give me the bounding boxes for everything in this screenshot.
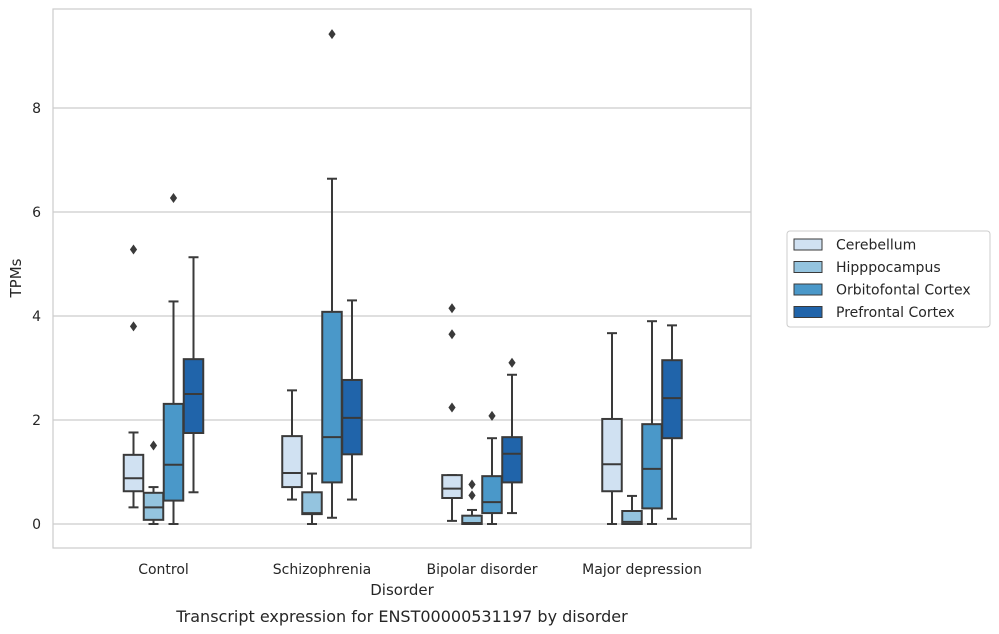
box-cerebellum-schizophrenia: [281, 389, 303, 501]
series-orbitofontal-cortex: [162, 29, 663, 525]
box-orbitofontal-cortex-major-depression-iqr-box: [641, 423, 663, 510]
legend-label-hipppocampus: Hipppocampus: [836, 260, 941, 276]
box-cerebellum-control-iqr-box: [122, 453, 145, 493]
box-orbitofontal-cortex-schizophrenia-outlier-0: [328, 29, 336, 40]
legend-label-prefrontal-cortex: Prefrontal Cortex: [836, 305, 955, 321]
box-hipppocampus-control-outlier-0: [149, 440, 158, 451]
x-tick-labels: Control Schizophrenia Bipolar disorder Majo…: [138, 562, 702, 578]
y-axis-label: TPMs: [7, 258, 25, 298]
box-cerebellum-control-outlier-0: [129, 321, 138, 332]
legend-label-orbitofontal-cortex: Orbitofontal Cortex: [836, 283, 971, 299]
box-hipppocampus-major-depression-iqr-box: [621, 510, 643, 525]
x-tick-label-major-depression: Major depression: [582, 562, 702, 578]
x-tick-label-control: Control: [138, 562, 189, 578]
box-hipppocampus-control: [142, 440, 165, 525]
box-prefrontal-cortex-schizophrenia: [341, 299, 363, 501]
y-tick-label-2: 2: [32, 413, 41, 429]
legend-swatch-prefrontal-cortex: [793, 306, 823, 318]
y-tick-label-8: 8: [32, 101, 41, 117]
box-cerebellum-bipolar-disorder-outlier-0: [448, 402, 456, 413]
legend-frame: [786, 230, 991, 328]
box-orbitofontal-cortex-control-outlier-0: [169, 192, 178, 203]
box-orbitofontal-cortex-schizophrenia-iqr-box: [321, 310, 343, 484]
box-orbitofontal-cortex-major-depression: [641, 320, 663, 525]
y-tick-label-6: 6: [32, 205, 41, 221]
box-hipppocampus-schizophrenia-iqr-box: [301, 491, 323, 516]
box-orbitofontal-cortex-bipolar-disorder: [481, 410, 503, 525]
legend-swatch-cerebellum: [793, 238, 823, 251]
box-hipppocampus-bipolar-disorder-outlier-0: [468, 490, 476, 501]
box-cerebellum-bipolar-disorder-outlier-2: [448, 303, 456, 314]
box-orbitofontal-cortex-bipolar-disorder-iqr-box: [481, 475, 503, 515]
box-hipppocampus-bipolar-disorder-outlier-1: [468, 479, 476, 490]
box-prefrontal-cortex-control: [182, 256, 205, 494]
series-cerebellum: [122, 244, 623, 525]
box-hipppocampus-bipolar-disorder: [461, 479, 483, 525]
box-cerebellum-bipolar-disorder: [441, 303, 463, 522]
legend-swatch-orbitofontal-cortex: [793, 283, 823, 296]
chart-caption: Transcript expression for ENST0000053119…: [175, 607, 628, 626]
box-prefrontal-cortex-major-depression-iqr-box: [661, 359, 683, 440]
legend-swatch-hipppocampus: [793, 261, 823, 273]
box-hipppocampus-major-depression: [621, 494, 643, 525]
box-orbitofontal-cortex-control-iqr-box: [162, 402, 185, 502]
x-tick-label-bipolar-disorder: Bipolar disorder: [426, 562, 537, 578]
box-cerebellum-bipolar-disorder-outlier-1: [448, 329, 456, 340]
box-hipppocampus-control-iqr-box: [142, 491, 165, 521]
box-hipppocampus-bipolar-disorder-iqr-box: [461, 514, 483, 525]
y-tick-labels: 0 2 4 6 8: [32, 101, 41, 533]
box-orbitofontal-cortex-control: [162, 192, 185, 525]
box-prefrontal-cortex-bipolar-disorder: [501, 357, 523, 515]
box-prefrontal-cortex-bipolar-disorder-outlier-0: [508, 357, 516, 368]
box-cerebellum-control-outlier-1: [129, 244, 138, 255]
plot-area-frame: [52, 8, 752, 549]
legend: Cerebellum Hipppocampus Orbitofontal Corte…: [786, 230, 991, 328]
box-prefrontal-cortex-bipolar-disorder-iqr-box: [501, 436, 523, 484]
box-cerebellum-major-depression: [601, 332, 623, 525]
box-hipppocampus-schizophrenia: [301, 472, 323, 525]
box-series-group: [122, 29, 683, 525]
series-hipppocampus: [142, 440, 643, 525]
box-prefrontal-cortex-control-iqr-box: [182, 358, 205, 434]
box-cerebellum-bipolar-disorder-iqr-box: [441, 474, 463, 499]
legend-label-cerebellum: Cerebellum: [836, 238, 916, 254]
y-tick-label-4: 4: [32, 309, 41, 325]
box-cerebellum-schizophrenia-iqr-box: [281, 435, 303, 489]
x-axis-label: Disorder: [370, 581, 434, 599]
box-prefrontal-cortex-major-depression: [661, 324, 683, 520]
box-cerebellum-major-depression-iqr-box: [601, 417, 623, 493]
y-tick-label-0: 0: [32, 517, 41, 533]
box-orbitofontal-cortex-bipolar-disorder-outlier-0: [488, 410, 496, 421]
series-prefrontal-cortex: [182, 256, 683, 520]
box-cerebellum-control: [122, 244, 145, 509]
x-tick-label-schizophrenia: Schizophrenia: [273, 562, 371, 578]
